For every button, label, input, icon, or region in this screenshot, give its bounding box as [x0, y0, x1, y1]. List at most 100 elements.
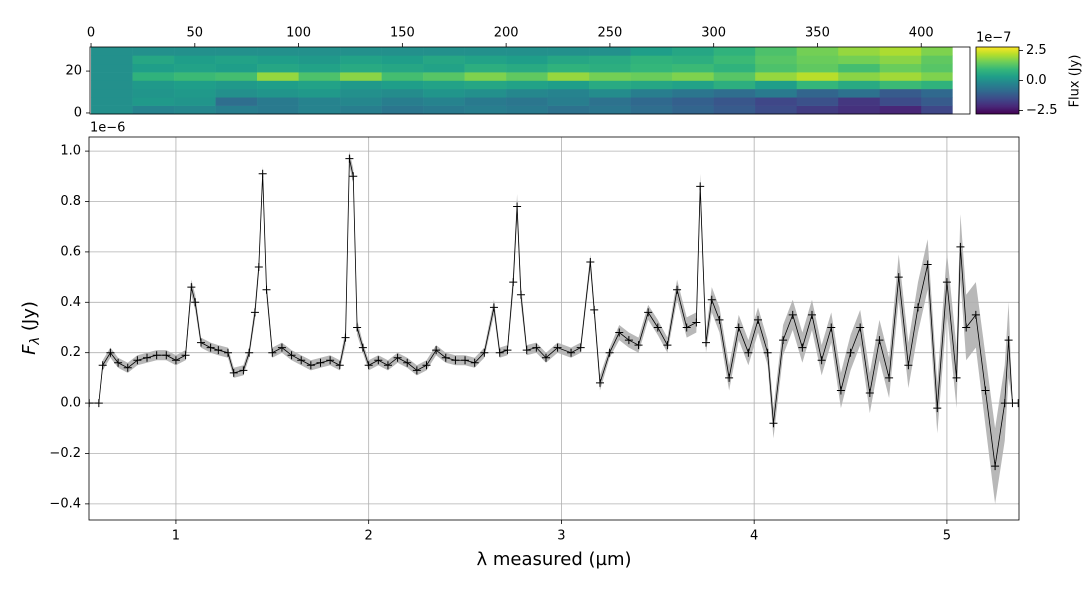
axes-frame [89, 46, 971, 115]
marker [885, 373, 894, 382]
pixel [506, 97, 548, 106]
x-tick-label: 100 [286, 26, 311, 41]
marker [393, 353, 402, 362]
y-tick-label: 0.6 [60, 244, 81, 259]
pixel [174, 47, 216, 56]
marker [634, 341, 643, 350]
colorbar [975, 46, 1020, 115]
pixel [713, 88, 756, 98]
marker [306, 361, 315, 370]
pixel [464, 63, 507, 73]
x-tick-label: 0 [87, 26, 95, 41]
marker [143, 353, 152, 362]
marker [734, 323, 743, 332]
marker [715, 315, 724, 324]
marker [904, 361, 913, 370]
marker [956, 242, 965, 251]
marker [725, 373, 734, 382]
marker [701, 338, 710, 347]
marker [991, 462, 1000, 471]
marker [412, 366, 421, 375]
pixel [91, 55, 133, 65]
marker [316, 358, 325, 367]
marker [971, 310, 980, 319]
y-axis-label: Fλ (Jy) [19, 301, 43, 355]
pixel [796, 97, 839, 106]
pixel [91, 105, 133, 115]
pixel [630, 80, 673, 90]
marker [345, 154, 354, 163]
pixel [257, 72, 299, 81]
pixel [464, 47, 507, 56]
marker [692, 318, 701, 327]
marker [522, 346, 531, 355]
pixel [91, 72, 133, 81]
marker [191, 298, 200, 307]
x-tick-label: 250 [597, 26, 622, 41]
marker [663, 341, 672, 350]
pixel [464, 80, 507, 90]
pixel [298, 80, 341, 90]
marker [962, 323, 971, 332]
marker [865, 389, 874, 398]
pixel [464, 88, 507, 98]
pixel [257, 55, 299, 65]
pixel [921, 72, 953, 81]
marker [673, 285, 682, 294]
pixel [547, 97, 590, 106]
marker [171, 356, 180, 365]
y-label-unit: (Jy) [19, 301, 40, 337]
marker [341, 333, 350, 342]
pixel [298, 105, 341, 115]
marker [798, 343, 807, 352]
marker [590, 305, 599, 314]
pixel [423, 88, 465, 98]
marker [214, 346, 223, 355]
marker [94, 399, 103, 408]
marker [503, 346, 512, 355]
pixel [132, 55, 175, 65]
pixel [506, 47, 548, 56]
marker [133, 356, 142, 365]
pixel [547, 72, 590, 81]
pixel [838, 105, 881, 115]
marker [123, 363, 132, 372]
pixel [921, 47, 953, 56]
marker [349, 172, 358, 181]
pixel [423, 105, 465, 115]
pixel [838, 80, 881, 90]
pixel [91, 97, 133, 106]
pixel [215, 105, 258, 115]
pixel [630, 55, 673, 65]
marker [682, 323, 691, 332]
pixel [879, 80, 922, 90]
pixel [257, 105, 299, 115]
pixel [340, 63, 382, 73]
pixel [257, 80, 299, 90]
marker [254, 263, 263, 272]
pixel [796, 55, 839, 65]
pixel [506, 55, 548, 65]
marker [335, 361, 344, 370]
pixel [91, 88, 133, 98]
pixel [755, 63, 797, 73]
marker [374, 356, 383, 365]
pixel [547, 88, 590, 98]
pixel [423, 80, 465, 90]
marker [358, 343, 367, 352]
marker [229, 368, 238, 377]
marker [106, 348, 115, 357]
pixel [464, 97, 507, 106]
marker [470, 358, 479, 367]
pixel [257, 47, 299, 56]
pixel [921, 63, 953, 73]
pixel [672, 97, 714, 106]
colorbar-tick-label: 2.5 [1026, 43, 1047, 58]
marker [509, 278, 518, 287]
pixel [340, 72, 382, 81]
marker [513, 202, 522, 211]
y-offset: 1e−6 [90, 121, 125, 136]
marker [206, 343, 215, 352]
pixel [672, 55, 714, 65]
